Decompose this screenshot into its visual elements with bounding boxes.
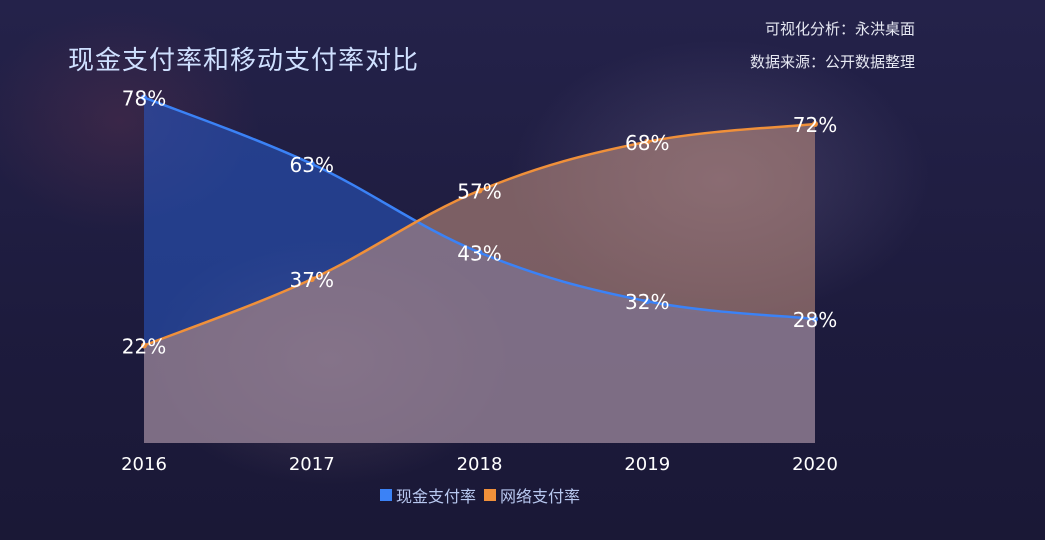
data-label-cash-2019: 32% bbox=[625, 290, 669, 314]
point-online-2019 bbox=[644, 138, 651, 145]
data-label-cash-2016: 78% bbox=[122, 86, 166, 110]
data-label-cash-2017: 63% bbox=[290, 153, 334, 177]
point-online-2020 bbox=[812, 121, 818, 128]
point-online-2016 bbox=[141, 342, 147, 349]
data-label-online-2019: 68% bbox=[625, 131, 669, 155]
legend-item-online[interactable]: 网络支付率 bbox=[484, 483, 580, 507]
area-online bbox=[144, 124, 815, 443]
legend-item-cash[interactable]: 现金支付率 bbox=[379, 483, 476, 507]
credit-visualization: 可视化分析：永洪桌面 bbox=[764, 20, 915, 38]
data-label-online-2020: 72% bbox=[793, 113, 837, 137]
chart-title: 现金支付率和移动支付率对比 bbox=[68, 46, 420, 76]
x-tick-label-2017: 2017 bbox=[289, 454, 335, 475]
point-online-2018 bbox=[476, 187, 483, 194]
point-cash-2017 bbox=[308, 160, 315, 167]
data-label-online-2016: 22% bbox=[122, 335, 166, 359]
point-cash-2019 bbox=[644, 298, 651, 305]
data-label-cash-2018: 43% bbox=[457, 242, 501, 266]
x-tick-label-2016: 2016 bbox=[121, 454, 167, 475]
x-tick-label-2019: 2019 bbox=[624, 454, 670, 475]
legend: 现金支付率 网络支付率 bbox=[0, 483, 960, 507]
legend-label-online: 网络支付率 bbox=[500, 487, 581, 506]
point-cash-2020 bbox=[812, 315, 818, 322]
data-label-online-2017: 37% bbox=[290, 268, 334, 292]
data-label-online-2018: 57% bbox=[457, 179, 501, 203]
legend-label-cash: 现金支付率 bbox=[395, 487, 476, 506]
data-label-cash-2020: 28% bbox=[793, 308, 837, 332]
x-tick-label-2020: 2020 bbox=[792, 454, 838, 475]
point-online-2017 bbox=[308, 276, 315, 283]
credit-data-source: 数据来源：公开数据整理 bbox=[749, 53, 915, 71]
x-tick-label-2018: 2018 bbox=[457, 454, 503, 475]
legend-swatch-online bbox=[484, 489, 496, 501]
legend-swatch-cash bbox=[379, 489, 392, 501]
point-cash-2018 bbox=[476, 249, 483, 256]
point-cash-2016 bbox=[141, 94, 147, 101]
